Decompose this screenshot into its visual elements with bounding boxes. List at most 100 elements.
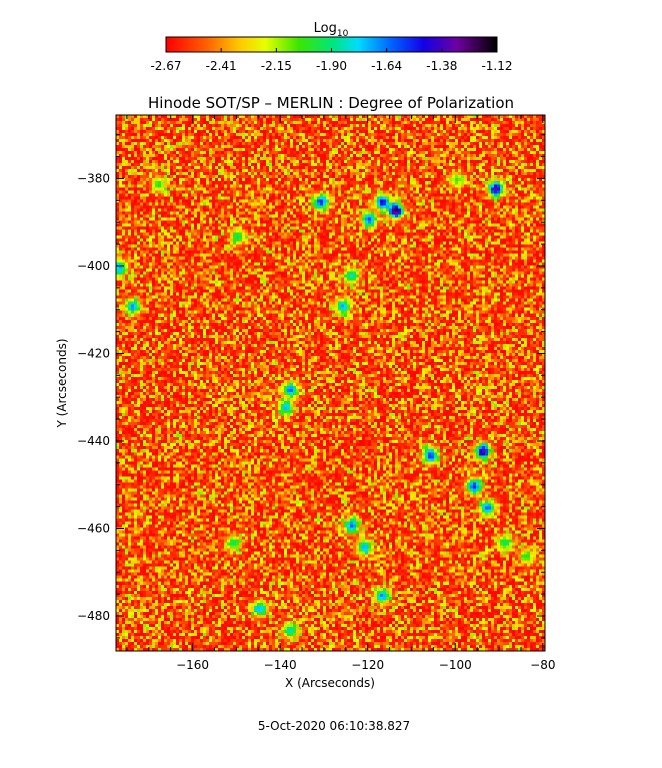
colorbar-cell — [380, 37, 382, 52]
colorbar-cell — [426, 37, 428, 52]
colorbar-cell — [196, 37, 198, 52]
colorbar: Log10 -2.67 -2.41 -2.15 -1.90 -1.64 -1.38 -1.1… — [150, 21, 512, 73]
colorbar-cell — [431, 37, 433, 52]
colorbar-cell — [495, 37, 497, 52]
colorbar-cell — [249, 37, 251, 52]
colorbar-cell — [316, 37, 318, 52]
colorbar-cell — [454, 37, 456, 52]
colorbar-cell — [233, 37, 235, 52]
colorbar-cell — [456, 37, 458, 52]
colorbar-cell — [244, 37, 246, 52]
colorbar-cell — [484, 37, 486, 52]
colorbar-cell — [223, 37, 225, 52]
colorbar-cell — [357, 37, 359, 52]
colorbar-cell — [308, 37, 310, 52]
colorbar-cell — [167, 37, 169, 52]
colorbar-cell — [359, 37, 361, 52]
colorbar-cell — [325, 37, 327, 52]
colorbar-cell — [179, 37, 181, 52]
colorbar-cell — [478, 37, 480, 52]
y-tick-label: −380 — [77, 171, 110, 185]
colorbar-cell — [361, 37, 363, 52]
colorbar-cell — [305, 37, 307, 52]
colorbar-cell — [465, 37, 467, 52]
colorbar-tick-label: -1.38 — [426, 59, 457, 73]
colorbar-cell — [400, 37, 402, 52]
colorbar-cell — [383, 37, 385, 52]
colorbar-cell — [425, 37, 427, 52]
colorbar-cell — [296, 37, 298, 52]
colorbar-cell — [382, 37, 384, 52]
colorbar-cell — [453, 37, 455, 52]
colorbar-cell — [411, 37, 413, 52]
colorbar-cell — [240, 37, 242, 52]
colorbar-cell — [447, 37, 449, 52]
colorbar-cell — [376, 37, 378, 52]
colorbar-gradient — [166, 37, 498, 52]
colorbar-cell — [267, 37, 269, 52]
colorbar-cell — [295, 37, 297, 52]
colorbar-cell — [351, 37, 353, 52]
colorbar-cell — [402, 37, 404, 52]
colorbar-cell — [363, 37, 365, 52]
colorbar-cell — [185, 37, 187, 52]
colorbar-cell — [457, 37, 459, 52]
colorbar-cell — [430, 37, 432, 52]
colorbar-cell — [395, 37, 397, 52]
colorbar-cell — [298, 37, 300, 52]
colorbar-cell — [441, 37, 443, 52]
colorbar-cell — [452, 37, 454, 52]
colorbar-cell — [339, 37, 341, 52]
colorbar-cell — [418, 37, 420, 52]
colorbar-cell — [396, 37, 398, 52]
colorbar-cell — [437, 37, 439, 52]
colorbar-cell — [387, 37, 389, 52]
y-axis: −380 −400 −420 −440 −460 −480 — [77, 134, 545, 639]
colorbar-cell — [247, 37, 249, 52]
colorbar-cell — [334, 37, 336, 52]
colorbar-cell — [469, 37, 471, 52]
colorbar-cell — [181, 37, 183, 52]
colorbar-cell — [222, 37, 224, 52]
colorbar-cell — [429, 37, 431, 52]
colorbar-cell — [262, 37, 264, 52]
colorbar-cell — [384, 37, 386, 52]
colorbar-cell — [258, 37, 260, 52]
colorbar-cell — [448, 37, 450, 52]
colorbar-cell — [405, 37, 407, 52]
colorbar-cell — [350, 37, 352, 52]
colorbar-title: Log10 — [314, 21, 349, 39]
colorbar-cell — [349, 37, 351, 52]
colorbar-cell — [204, 37, 206, 52]
colorbar-cell — [193, 37, 195, 52]
colorbar-cell — [474, 37, 476, 52]
colorbar-cell — [419, 37, 421, 52]
colorbar-cell — [169, 37, 171, 52]
colorbar-cell — [417, 37, 419, 52]
colorbar-cell — [493, 37, 495, 52]
colorbar-cell — [191, 37, 193, 52]
y-tick-label: −480 — [77, 609, 110, 623]
colorbar-cell — [218, 37, 220, 52]
colorbar-cell — [342, 37, 344, 52]
colorbar-cell — [487, 37, 489, 52]
colorbar-cell — [202, 37, 204, 52]
colorbar-cell — [332, 37, 334, 52]
x-tick-label: −80 — [530, 658, 555, 672]
colorbar-cell — [189, 37, 191, 52]
colorbar-cell — [443, 37, 445, 52]
colorbar-cell — [251, 37, 253, 52]
colorbar-cell — [367, 37, 369, 52]
colorbar-cell — [214, 37, 216, 52]
colorbar-cell — [234, 37, 236, 52]
colorbar-cell — [406, 37, 408, 52]
colorbar-cell — [333, 37, 335, 52]
colorbar-cell — [246, 37, 248, 52]
colorbar-cell — [490, 37, 492, 52]
colorbar-cell — [473, 37, 475, 52]
colorbar-cell — [259, 37, 261, 52]
colorbar-cell — [466, 37, 468, 52]
colorbar-cell — [362, 37, 364, 52]
colorbar-cell — [369, 37, 371, 52]
